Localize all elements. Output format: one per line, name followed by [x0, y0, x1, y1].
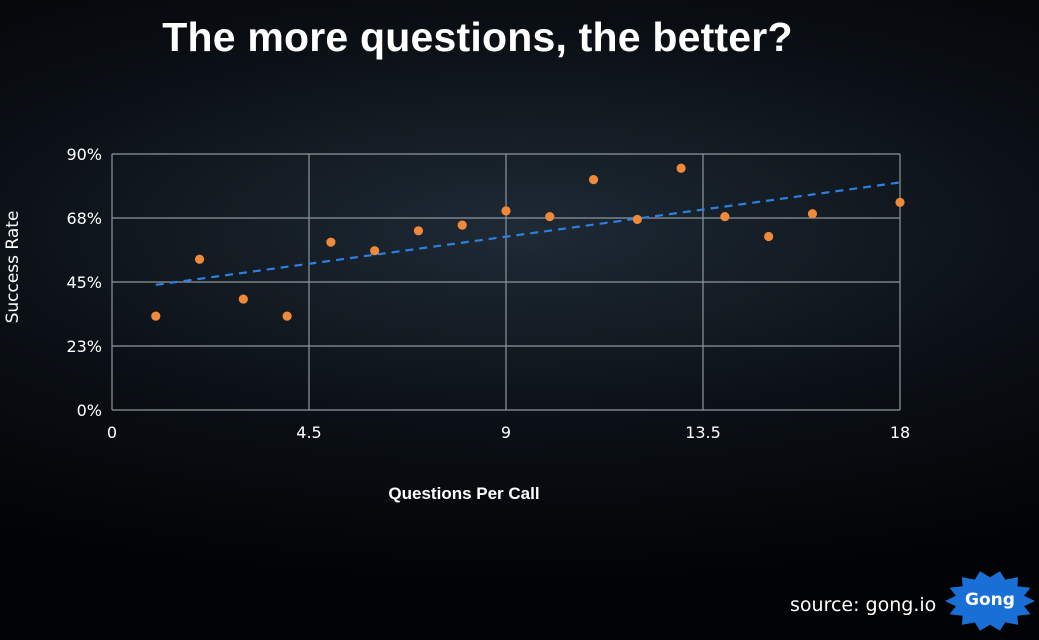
data-points: [151, 163, 905, 321]
starburst-icon: [945, 571, 1035, 631]
y-tick-label: 90%: [66, 145, 102, 164]
data-point: [413, 226, 424, 236]
data-point: [238, 294, 248, 304]
y-tick-label: 45%: [66, 273, 102, 292]
grid-lines: [111, 153, 901, 411]
data-point: [807, 209, 818, 219]
data-point: [151, 311, 161, 321]
data-point: [632, 214, 642, 225]
data-point: [282, 311, 292, 321]
trendline-layer: [155, 181, 901, 286]
data-point: [895, 197, 905, 207]
data-point: [457, 220, 467, 230]
x-tick-label: 9: [501, 423, 511, 442]
data-point: [720, 211, 730, 222]
y-tick-label: 23%: [66, 337, 102, 356]
x-tick-labels: 0 4.5 9 13.5 18: [107, 423, 910, 442]
y-tick-label: 0%: [77, 401, 102, 420]
x-tick-label: 0: [107, 423, 117, 442]
data-point: [501, 206, 511, 216]
chart-title: The more questions, the better?: [162, 14, 793, 60]
data-point: [545, 211, 555, 222]
x-tick-label: 18: [890, 423, 910, 442]
data-point: [370, 246, 380, 256]
data-point: [764, 231, 774, 242]
x-tick-label: 13.5: [685, 423, 721, 442]
trendline: [155, 181, 901, 286]
data-point: [194, 254, 205, 264]
data-point: [676, 163, 686, 173]
data-point: [326, 237, 336, 247]
x-axis-label: Questions Per Call: [388, 484, 540, 503]
logo-label: Gong: [965, 590, 1015, 610]
y-tick-labels: 0% 23% 45% 68% 90%: [66, 145, 102, 420]
y-tick-label: 68%: [66, 209, 102, 228]
gong-logo: Gong: [944, 570, 1036, 632]
data-point: [588, 175, 599, 185]
source-caption: source: gong.io: [790, 594, 937, 616]
x-tick-label: 4.5: [296, 423, 321, 442]
